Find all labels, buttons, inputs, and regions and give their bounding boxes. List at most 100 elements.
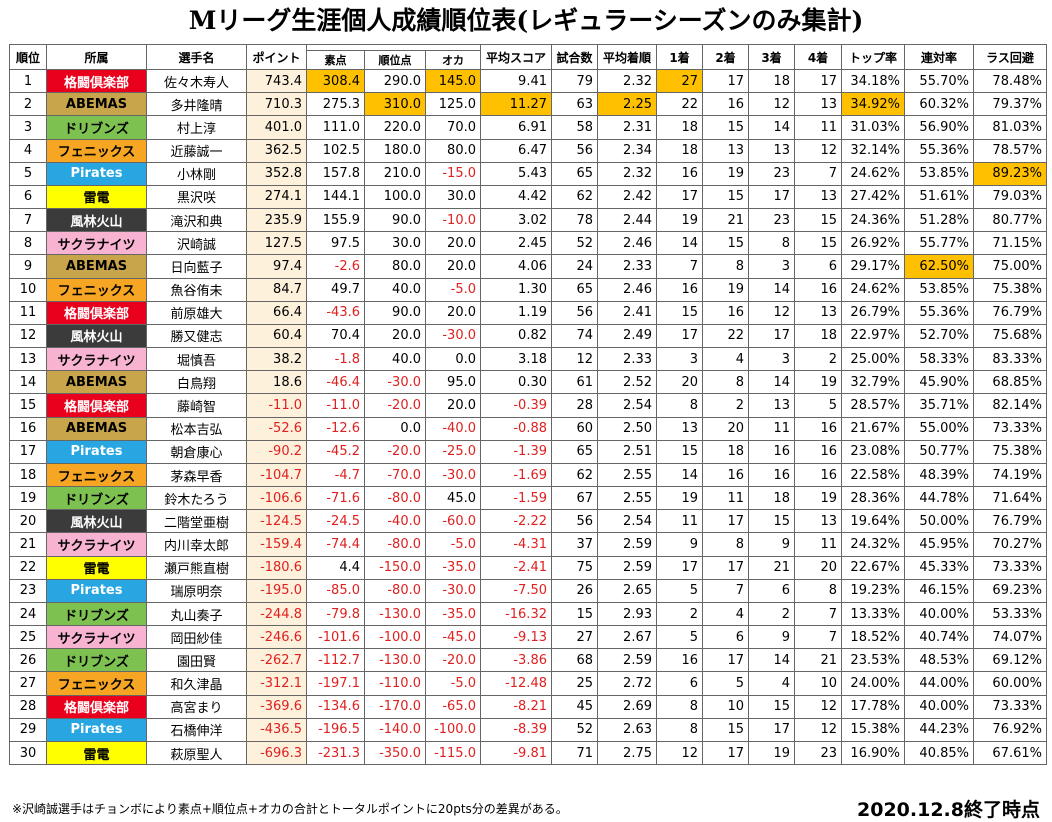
table-row: 6 雷電 黒沢咲 274.1 144.1 100.0 30.0 4.42 62 2.42 17 15 1… <box>9 184 1047 210</box>
cell-third: 12 <box>748 92 795 117</box>
cell-raw: -101.6 <box>306 625 365 650</box>
cell-third: 18 <box>748 68 795 94</box>
cell-third: 14 <box>748 370 795 395</box>
cell-rank-pt: 0.0 <box>364 416 426 441</box>
cell-rank-pt: -40.0 <box>364 509 426 534</box>
header-rank-pt: 順位点 <box>364 50 426 70</box>
cell-rentai: 40.00% <box>904 694 974 719</box>
cell-rentai: 62.50% <box>904 254 974 279</box>
cell-games: 56 <box>551 300 598 325</box>
cell-third: 17 <box>748 184 795 210</box>
cell-las-avoid: 71.64% <box>973 486 1047 511</box>
cell-games: 27 <box>551 625 598 650</box>
cell-rentai: 56.90% <box>904 115 974 140</box>
cell-first: 12 <box>656 740 703 766</box>
cell-first: 16 <box>656 277 703 302</box>
cell-fourth: 18 <box>794 323 842 349</box>
cell-rank-pt: -170.0 <box>364 694 426 719</box>
cell-games: 65 <box>551 161 598 186</box>
cell-raw: -71.6 <box>306 486 365 511</box>
cell-fourth: 12 <box>794 694 842 719</box>
cell-games: 52 <box>551 231 598 256</box>
cell-oka: 45.0 <box>425 486 481 511</box>
cell-top-rate: 22.58% <box>841 462 905 488</box>
cell-player: 瑞原明奈 <box>146 578 247 603</box>
cell-rank: 29 <box>9 717 47 742</box>
header-top-rate: トップ率 <box>841 44 905 70</box>
cell-top-rate: 24.62% <box>841 161 905 186</box>
cell-point: -312.1 <box>246 671 307 696</box>
cell-avg-rank: 2.49 <box>597 323 657 349</box>
cell-second: 15 <box>702 184 749 210</box>
cell-avg-score: -0.88 <box>480 416 552 441</box>
cell-raw: -11.0 <box>306 393 365 418</box>
cell-oka: -30.0 <box>425 323 481 349</box>
cell-avg-score: 11.27 <box>480 92 552 117</box>
cell-avg-score: 9.41 <box>480 68 552 94</box>
cell-first: 7 <box>656 254 703 279</box>
cell-rentai: 44.23% <box>904 717 974 742</box>
cell-rentai: 40.74% <box>904 625 974 650</box>
cell-point: 235.9 <box>246 208 307 233</box>
cell-team: 風林火山 <box>46 323 147 349</box>
cell-second: 17 <box>702 555 749 580</box>
cell-fourth: 17 <box>794 68 842 94</box>
table-row: 1 格闘倶楽部 佐々木寿人 743.4 308.4 290.0 145.0 9.41 79 2.3… <box>9 68 1047 94</box>
cell-avg-rank: 2.33 <box>597 254 657 279</box>
cell-rentai: 45.33% <box>904 555 974 580</box>
cell-team: サクラナイツ <box>46 532 147 557</box>
cell-las-avoid: 53.33% <box>973 601 1047 627</box>
cell-avg-rank: 2.34 <box>597 138 657 163</box>
cell-avg-score: -12.48 <box>480 671 552 696</box>
cell-raw: 144.1 <box>306 184 365 210</box>
cell-first: 14 <box>656 462 703 488</box>
cell-team: Pirates <box>46 717 147 742</box>
cell-top-rate: 34.92% <box>841 92 905 117</box>
cell-player: 多井隆晴 <box>146 92 247 117</box>
cell-top-rate: 19.64% <box>841 509 905 534</box>
cell-first: 15 <box>656 439 703 464</box>
cell-games: 37 <box>551 532 598 557</box>
cell-team: Pirates <box>46 161 147 186</box>
table-row: 7 風林火山 滝沢和典 235.9 155.9 90.0 -10.0 3.02 78 2.44 19… <box>9 208 1047 233</box>
cell-player: 佐々木寿人 <box>146 68 247 94</box>
cell-raw: -74.4 <box>306 532 365 557</box>
cell-oka: -15.0 <box>425 161 481 186</box>
cell-top-rate: 19.23% <box>841 578 905 603</box>
cell-las-avoid: 79.37% <box>973 92 1047 117</box>
cell-raw: 308.4 <box>306 68 365 94</box>
cell-avg-rank: 2.41 <box>597 300 657 325</box>
cell-rank-pt: -140.0 <box>364 717 426 742</box>
table-row: 15 格闘倶楽部 藤崎智 -11.0 -11.0 -20.0 20.0 -0.39 28 2.54… <box>9 393 1047 418</box>
cell-team: ABEMAS <box>46 254 147 279</box>
cell-top-rate: 26.92% <box>841 231 905 256</box>
cell-las-avoid: 89.23% <box>973 161 1047 186</box>
header-second: 2着 <box>702 44 749 70</box>
cell-first: 13 <box>656 416 703 441</box>
cell-games: 79 <box>551 68 598 94</box>
cell-rank: 4 <box>9 138 47 163</box>
cell-avg-score: -2.41 <box>480 555 552 580</box>
cell-team: サクラナイツ <box>46 347 147 372</box>
cell-team: サクラナイツ <box>46 625 147 650</box>
cell-avg-score: -0.39 <box>480 393 552 418</box>
cell-las-avoid: 74.19% <box>973 462 1047 488</box>
cell-rank-pt: 90.0 <box>364 300 426 325</box>
cell-avg-score: -16.32 <box>480 601 552 627</box>
cell-oka: 20.0 <box>425 393 481 418</box>
cell-point: 710.3 <box>246 92 307 117</box>
table-row: 18 フェニックス 茅森早香 -104.7 -4.7 -70.0 -30.0 -1.69 62 2… <box>9 462 1047 488</box>
cell-avg-rank: 2.32 <box>597 68 657 94</box>
cell-oka: -30.0 <box>425 462 481 488</box>
cell-rentai: 51.28% <box>904 208 974 233</box>
cell-second: 11 <box>702 486 749 511</box>
cell-oka: -115.0 <box>425 740 481 766</box>
cell-point: 66.4 <box>246 300 307 325</box>
cell-first: 3 <box>656 347 703 372</box>
cell-games: 74 <box>551 323 598 349</box>
table-row: 24 ドリブンズ 丸山奏子 -244.8 -79.8 -130.0 -35.0 -16.32 1… <box>9 601 1047 627</box>
cell-player: 魚谷侑未 <box>146 277 247 302</box>
cell-top-rate: 22.67% <box>841 555 905 580</box>
cell-rank: 2 <box>9 92 47 117</box>
cell-rank: 18 <box>9 462 47 488</box>
